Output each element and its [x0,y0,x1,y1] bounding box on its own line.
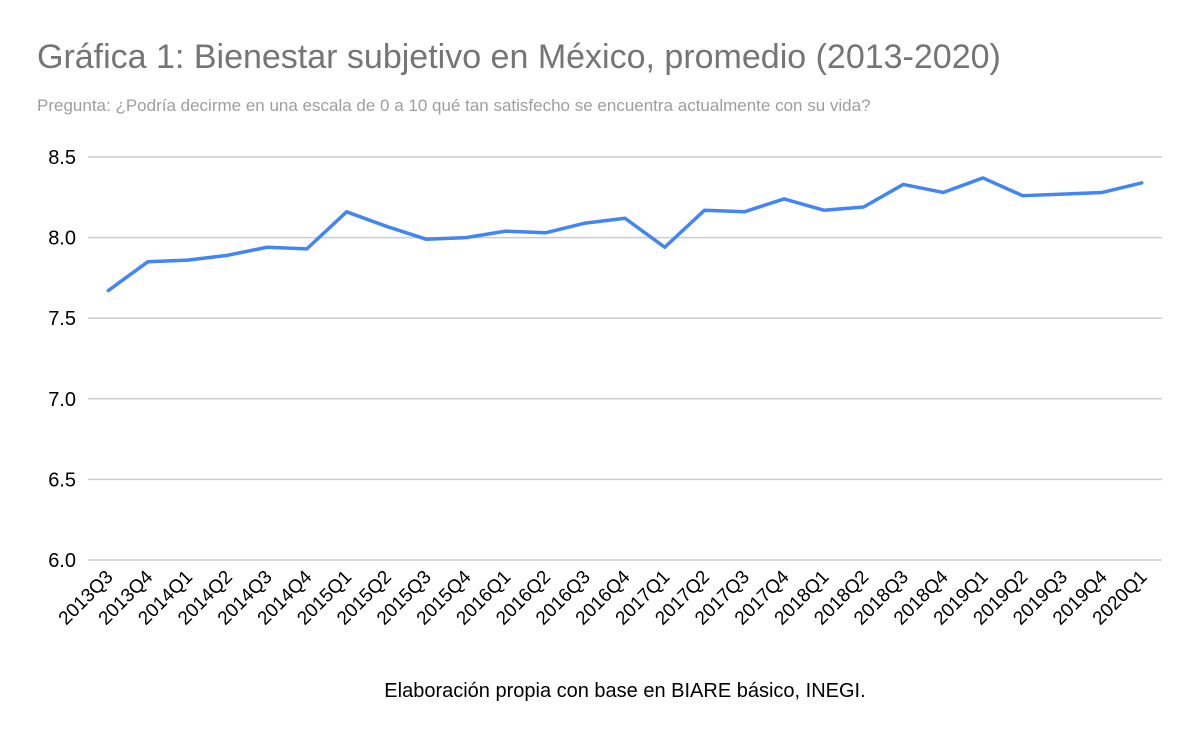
data-point [583,221,587,225]
data-point [703,208,707,212]
chart-footer: Elaboración propia con base en BIARE bás… [384,680,866,702]
y-tick-label: 6.5 [48,469,76,491]
data-point [1060,192,1064,196]
chart-subtitle: Pregunta: ¿Podría decirme en una escala … [37,96,871,115]
y-tick-label: 8.0 [48,228,76,250]
data-point [981,176,985,180]
data-point [345,210,349,214]
data-point [504,229,508,233]
data-point [663,245,667,249]
data-point [1100,190,1104,194]
data-point [941,190,945,194]
series-line [106,176,1143,293]
data-point [146,260,150,264]
chart-title: Gráfica 1: Bienestar subjetivo en México… [37,38,1001,76]
data-point [901,182,905,186]
data-point [1140,181,1144,185]
data-point [424,237,428,241]
data-point [623,216,627,220]
y-tick-label: 7.5 [48,308,76,330]
data-point [782,197,786,201]
data-point [265,245,269,249]
data-point [543,231,547,235]
data-point [305,247,309,251]
y-tick-label: 6.0 [48,550,76,572]
data-point [225,253,229,257]
data-point [862,205,866,209]
y-tick-label: 7.0 [48,389,76,411]
data-point [106,289,110,293]
y-tick-label: 8.5 [48,147,76,169]
data-point [822,208,826,212]
data-point [186,258,190,262]
data-point [742,210,746,214]
data-point [1021,194,1025,198]
data-point [384,224,388,228]
data-point [464,236,468,240]
